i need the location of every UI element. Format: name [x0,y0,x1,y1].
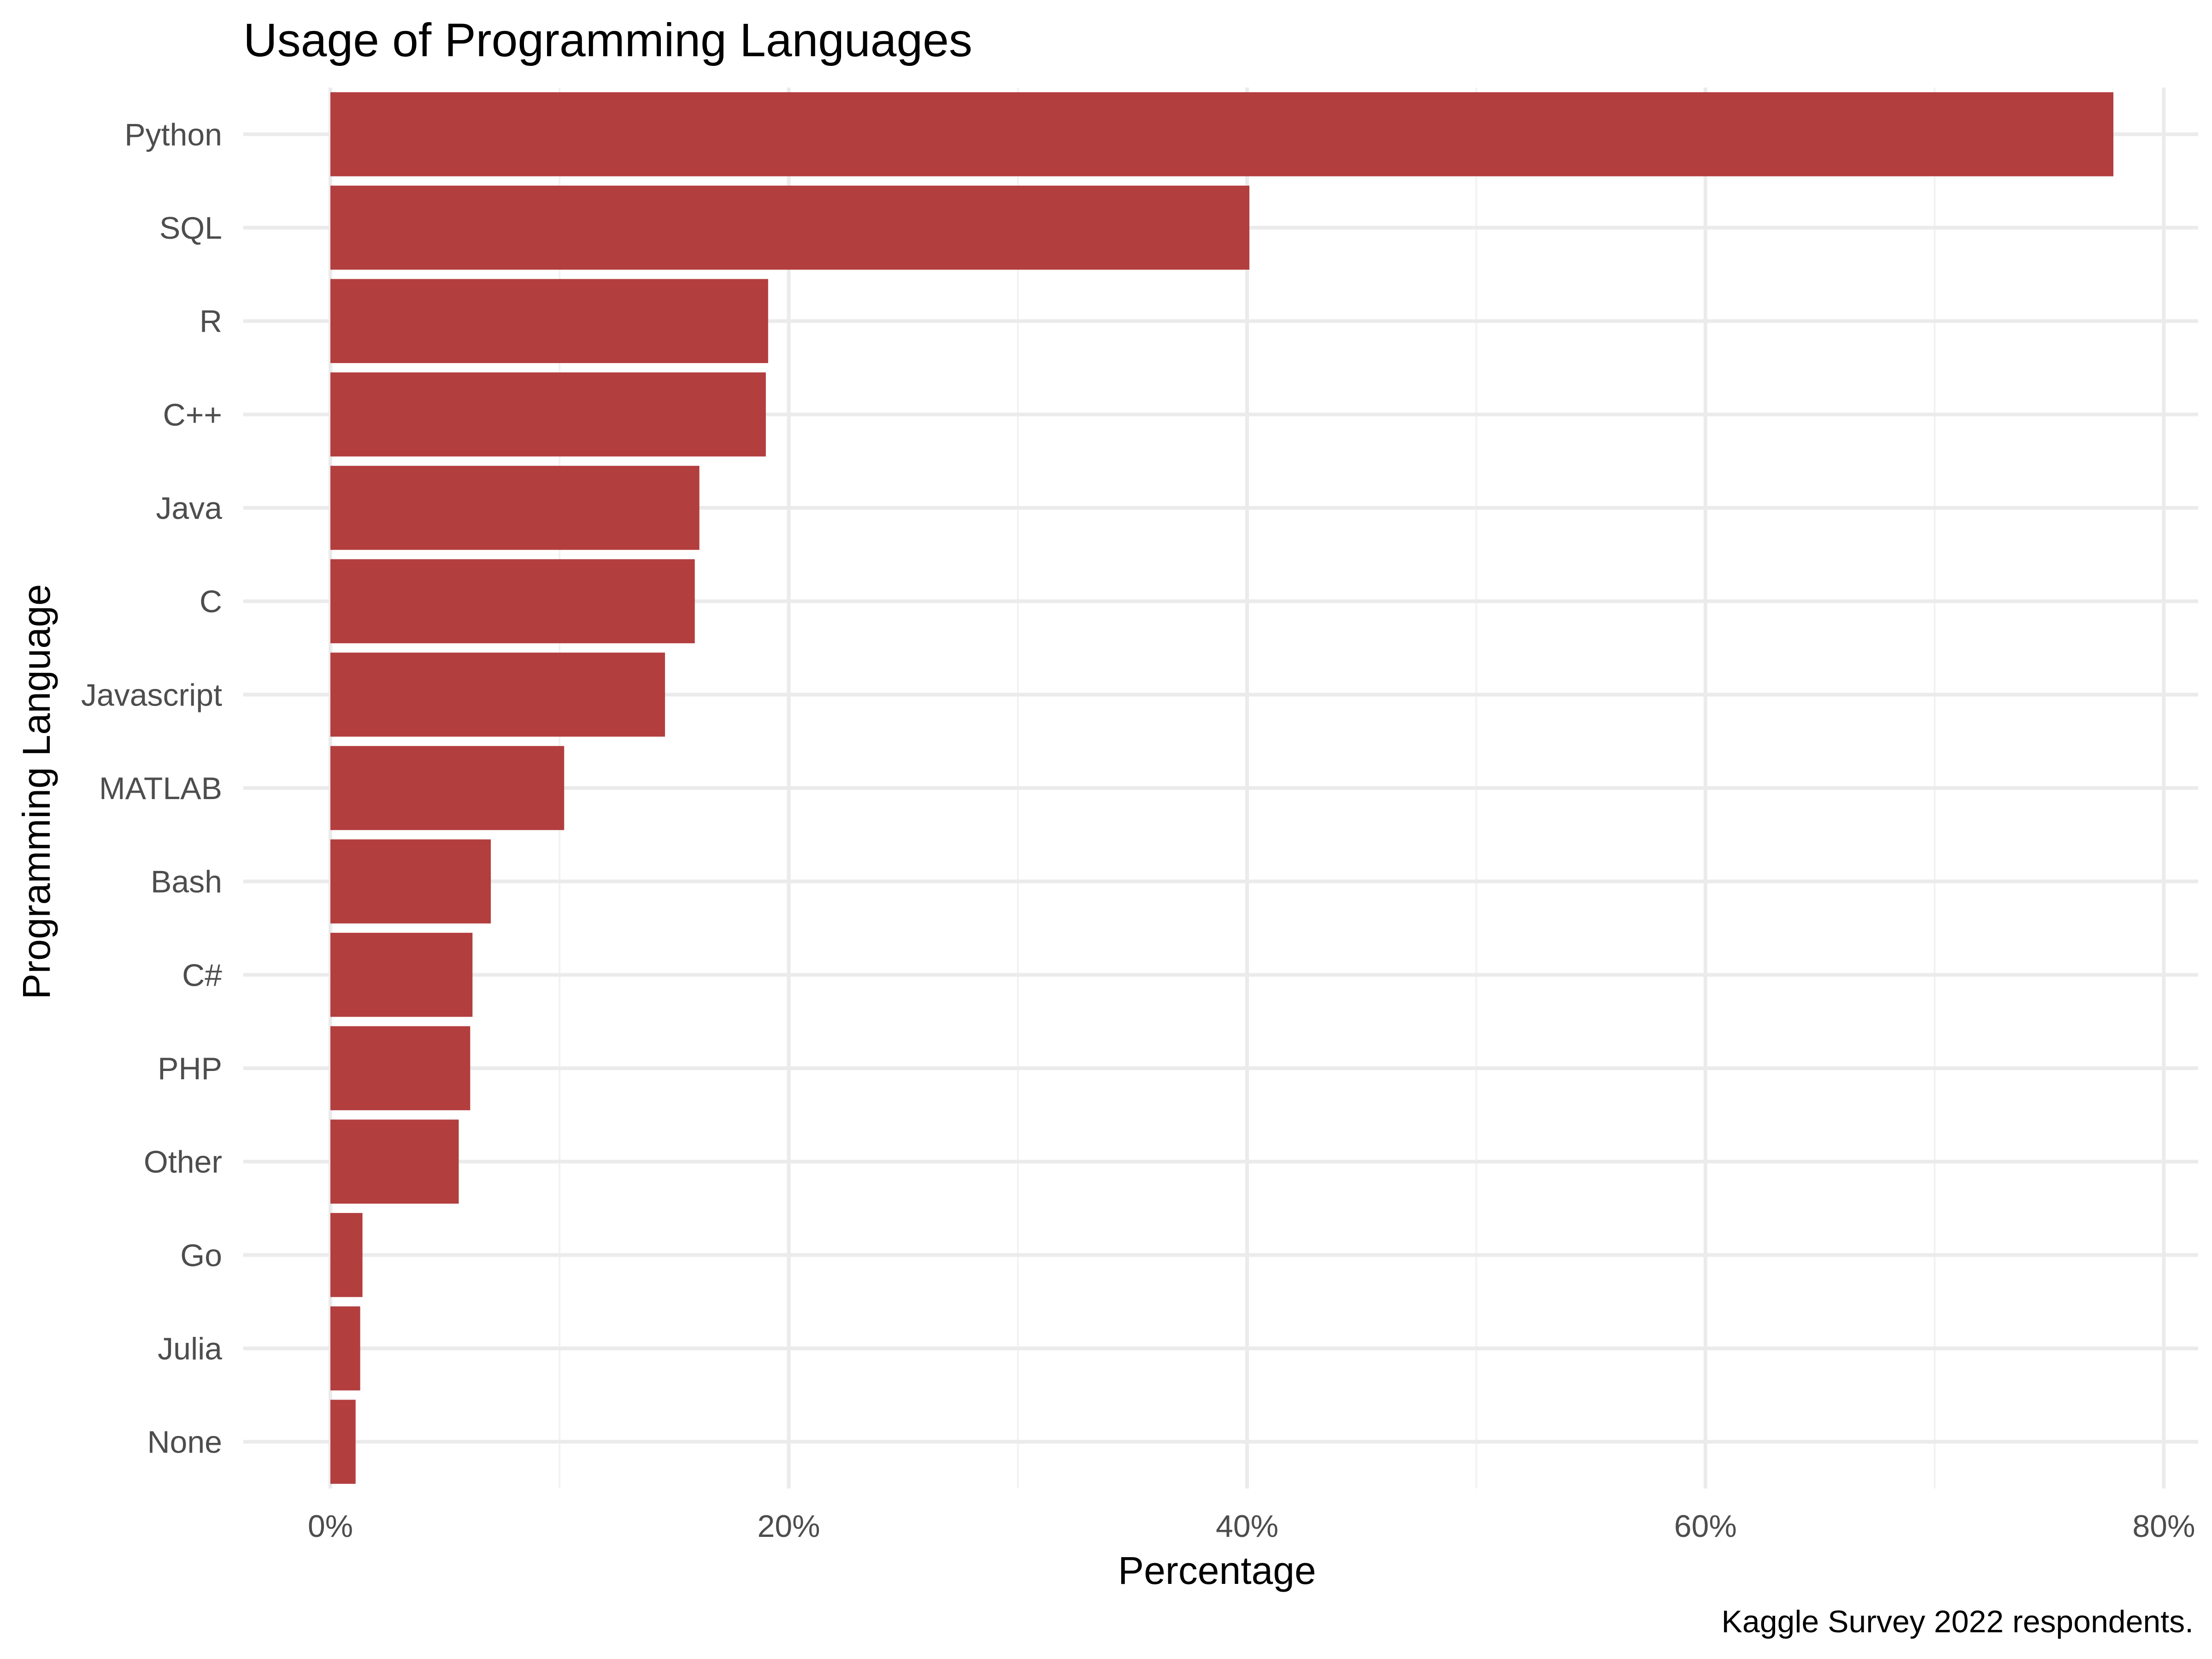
x-tick-label: 60% [1674,1509,1737,1544]
bar-r [330,279,768,363]
chart-caption: Kaggle Survey 2022 respondents. [1722,1604,2194,1639]
y-tick-label: PHP [158,1051,222,1086]
y-tick-label: None [147,1425,222,1460]
y-tick-label: Other [144,1145,222,1180]
bar-none [330,1400,356,1484]
bar-go [330,1213,363,1297]
x-tick-label: 20% [758,1509,820,1544]
y-tick-label: R [200,304,222,339]
y-tick-label: Java [156,491,222,526]
bar-matlab [330,746,565,830]
y-tick-label: Javascript [81,677,222,712]
x-axis-title: Percentage [1118,1549,1316,1592]
bar-c [330,933,473,1017]
y-tick-label: C# [182,958,222,993]
chart-title: Usage of Programming Languages [243,14,972,66]
bars [330,92,2113,1484]
bar-julia [330,1306,360,1391]
x-tick-label: 0% [308,1509,353,1544]
y-tick-label: Bash [151,865,222,900]
x-tick-label: 40% [1216,1509,1278,1544]
y-axis-tick-labels: Python SQL R C++ Java C Javascript MATLAB Bash C#… [81,117,222,1459]
y-tick-label: SQL [159,211,222,246]
y-tick-label: Python [124,117,222,152]
bar-other [330,1119,459,1204]
bar-javascript [330,653,665,737]
y-tick-label: C++ [163,397,222,432]
y-axis-title: Programming Language [15,584,58,999]
x-tick-label: 80% [2132,1509,2195,1544]
bar-java [330,465,700,550]
bar-c [330,372,766,457]
bar-php [330,1026,471,1111]
x-axis-tick-labels: 0% 20% 40% 60% 80% [308,1509,2195,1544]
bar-sql [330,185,1250,270]
bar-python [330,92,2113,176]
y-tick-label: Go [180,1238,222,1273]
y-tick-label: MATLAB [99,771,222,806]
bar-c [330,559,695,643]
y-tick-label: Julia [158,1331,222,1366]
bar-bash [330,839,491,924]
y-tick-label: C [200,584,222,619]
